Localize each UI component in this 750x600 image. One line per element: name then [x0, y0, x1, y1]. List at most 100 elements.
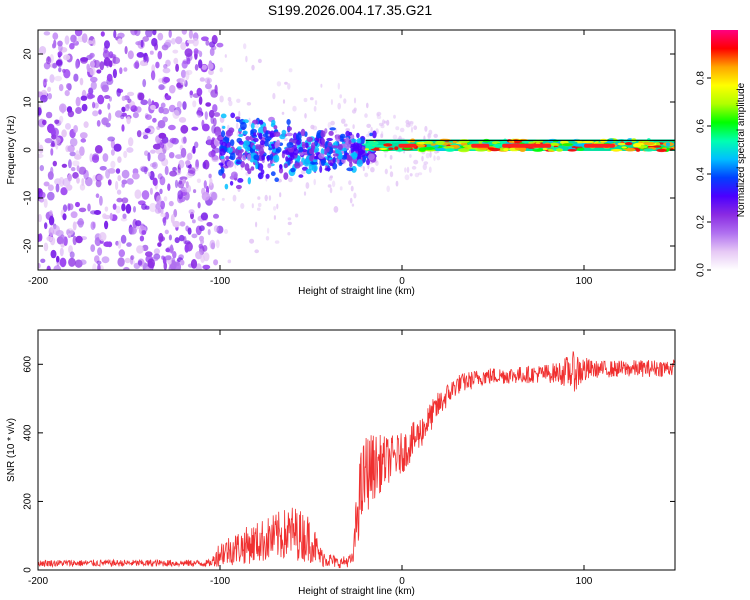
spectrogram-cell [128, 226, 135, 235]
spectrogram-cell [64, 90, 70, 97]
spectrogram-cell [133, 61, 140, 69]
spectrogram-cell [273, 206, 277, 211]
spectrogram-cell [126, 242, 132, 247]
spectrogram-cell [165, 255, 172, 261]
spectrogram-cell [503, 148, 509, 152]
spectrogram-cell [144, 128, 151, 134]
x-tick-label: -200 [28, 576, 48, 587]
spectrogram-cell [240, 203, 245, 209]
spectrogram-cell [212, 117, 217, 127]
spectrogram-cell [328, 130, 334, 136]
spectrogram-cell [126, 178, 134, 185]
spectrogram-cell [285, 156, 289, 162]
spectrogram-cell [171, 257, 176, 266]
spectrogram-cell [247, 153, 252, 161]
spectrogram-cell [135, 220, 142, 227]
spectrogram-cell [244, 163, 250, 171]
spectrogram-cell [130, 255, 135, 261]
spectrogram-cell [103, 241, 112, 247]
spectrogram-cell [53, 39, 57, 49]
spectrogram-cell [222, 125, 226, 129]
spectrogram-cell [117, 32, 125, 39]
spectrogram-cell [329, 175, 333, 179]
spectrogram-cell [226, 147, 233, 154]
spectrogram-cell [265, 236, 270, 241]
spectrogram-cell [44, 222, 48, 230]
spectrogram-cell [48, 215, 55, 226]
spectrogram-cell [43, 78, 48, 83]
spectrogram-cell [205, 102, 212, 107]
spectrogram-cell [404, 167, 407, 173]
spectrogram-cell [393, 114, 396, 119]
spectrogram-cell [395, 126, 400, 131]
spectrogram-cell [121, 95, 126, 102]
spectrogram-cell [158, 84, 165, 91]
spectrogram-cell [327, 141, 333, 147]
spectrogram-cell [356, 132, 360, 139]
spectrogram-cell [188, 209, 195, 215]
spectrogram-cell [343, 98, 347, 104]
spectrogram-cell [47, 191, 55, 201]
spectrogram-cell [269, 130, 276, 138]
spectrogram-cell [281, 111, 285, 115]
spectrogram-cell [101, 84, 110, 93]
spectrogram-cell [126, 147, 134, 153]
spectrogram-cell [230, 171, 238, 179]
spectrogram-cell [47, 86, 52, 93]
spectrogram-cell [302, 144, 306, 149]
spectrogram-cell [276, 203, 279, 210]
spectrogram-cell [75, 59, 79, 69]
spectrogram-cell [112, 203, 117, 210]
spectrogram-cell [97, 247, 103, 256]
spectrogram-cell [245, 146, 251, 152]
spectrogram-cell [268, 195, 272, 201]
x-tick-label: 100 [576, 276, 593, 287]
spectrogram-peak [584, 143, 615, 148]
spectrogram-cell [211, 191, 218, 201]
spectrogram-cell [121, 197, 129, 204]
spectrogram-cell [164, 211, 170, 220]
spectrogram-cell [46, 265, 51, 270]
spectrogram-cell [168, 200, 174, 207]
spectrogram-cell [320, 159, 327, 164]
spectrogram-cell [67, 173, 73, 182]
spectrogram-cell [83, 169, 89, 180]
spectrogram-cell [91, 154, 100, 163]
spectrogram-cell [79, 132, 88, 139]
spectrogram-cell [339, 138, 345, 142]
spectrogram-cell [123, 266, 130, 270]
spectrogram-cell [309, 97, 314, 101]
spectrogram-cell [102, 153, 109, 162]
colorbar-label: Normalized spectral amplitude [736, 82, 747, 217]
spectrogram-cell [236, 159, 240, 163]
spectrogram-cell [311, 164, 318, 173]
spectrogram-cell [187, 167, 196, 175]
spectrogram-cell [194, 64, 199, 71]
spectrogram-cell [279, 134, 286, 140]
spectrogram-cell [81, 103, 88, 112]
spectrogram-cell [198, 96, 203, 105]
spectrogram-cell [429, 151, 432, 158]
spectrogram-cell [45, 111, 53, 119]
spectrogram-cell [219, 95, 224, 103]
spectrogram-cell [245, 55, 248, 63]
spectrogram-cell [104, 206, 109, 212]
spectrogram-cell [38, 107, 42, 116]
spectrogram-cell [271, 144, 276, 150]
spectrogram-cell [264, 194, 268, 202]
spectrogram-cell [122, 213, 127, 219]
spectrogram-cell [370, 167, 375, 173]
spectrogram-cell [75, 150, 80, 159]
spectrogram-cell [345, 128, 351, 132]
spectrogram-cell [309, 148, 314, 155]
spectrogram-cell [213, 213, 219, 219]
spectrogram-cell [180, 124, 189, 134]
spectrogram-cell [79, 183, 86, 191]
spectrogram-cell [257, 196, 261, 200]
spectrogram-cell [72, 172, 79, 179]
spectrogram-cell [98, 109, 102, 115]
spectrogram-cell [110, 160, 116, 169]
spectrogram-cell [120, 114, 125, 120]
spectrogram-cell [116, 88, 121, 97]
spectrogram-cell [212, 104, 218, 113]
